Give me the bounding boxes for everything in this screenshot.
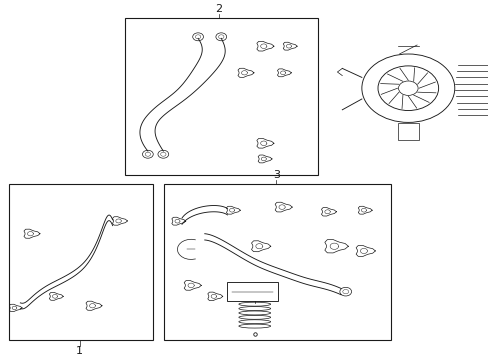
Text: 2: 2 (215, 4, 222, 14)
Bar (397, 123, 418, 140)
Bar (227, 282, 277, 301)
Text: 3: 3 (272, 170, 279, 180)
Text: 1: 1 (76, 346, 83, 356)
Bar (9, 184, 153, 340)
Bar (124, 18, 317, 175)
Bar (163, 184, 390, 340)
